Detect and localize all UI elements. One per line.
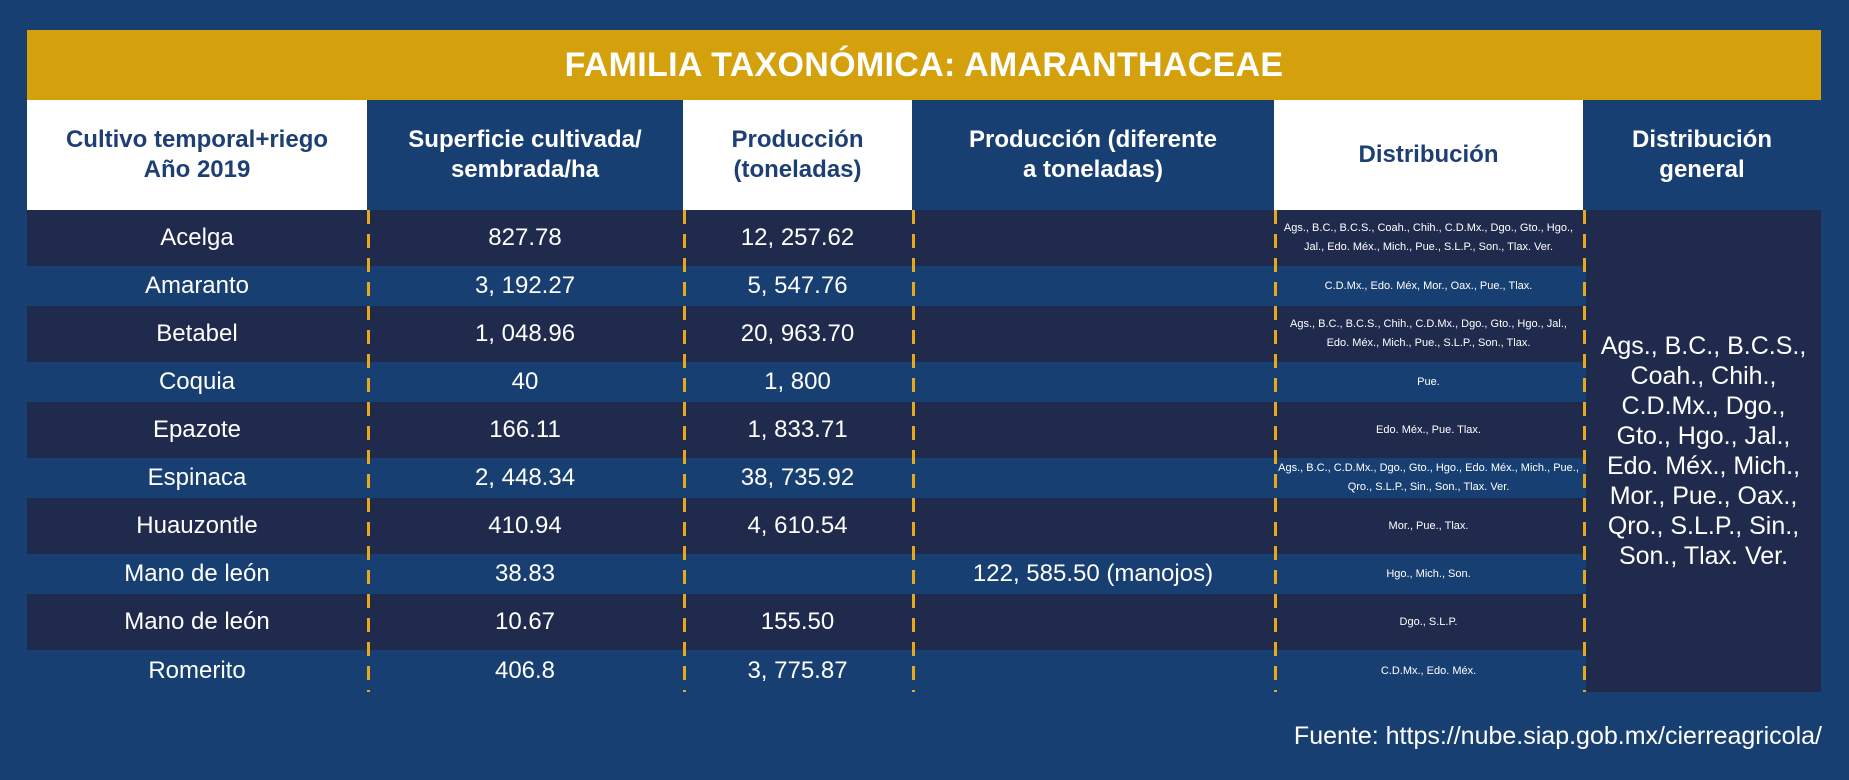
distribucion-cell: C.D.Mx., Edo. Méx, Mor., Oax., Pue., Tla… bbox=[1324, 279, 1533, 292]
produccion-otra-cell bbox=[912, 210, 1274, 266]
table-row: Mano de león 10.67 155.50 Dgo., S.L.P. bbox=[27, 594, 1586, 650]
cultivo-cell: Epazote bbox=[152, 416, 242, 443]
superficie-cell: 40 bbox=[511, 368, 539, 395]
table-header: Cultivo temporal+riego Año 2019 Superfic… bbox=[27, 100, 1821, 210]
cultivo-cell: Coquia bbox=[158, 368, 236, 395]
header-distribucion-general: Distribución general bbox=[1583, 100, 1821, 210]
table-row: Epazote 166.11 1, 833.71 Edo. Méx., Pue. Tl… bbox=[27, 402, 1586, 458]
produccion-cell: 38, 735.92 bbox=[740, 464, 855, 491]
cultivo-cell: Mano de león bbox=[124, 560, 270, 587]
column-divider bbox=[1274, 210, 1277, 692]
distribucion-cell: Hgo., Mich., Son. bbox=[1386, 567, 1471, 580]
produccion-cell: 12, 257.62 bbox=[740, 224, 855, 251]
table-row: Mano de león 38.83 122, 585.50 (manojos) Hg… bbox=[27, 554, 1586, 594]
column-divider bbox=[912, 210, 915, 692]
table-body: Acelga 827.78 12, 257.62 Ags., B.C., B.C.S.… bbox=[27, 210, 1821, 692]
cultivo-cell: Espinaca bbox=[147, 464, 247, 491]
superficie-cell: 2, 448.34 bbox=[474, 464, 576, 491]
table-row: Espinaca 2, 448.34 38, 735.92 Ags., B.C., C… bbox=[27, 458, 1586, 498]
superficie-cell: 10.67 bbox=[494, 608, 556, 635]
table-row: Huauzontle 410.94 4, 610.54 Mor., Pue., Tla… bbox=[27, 498, 1586, 554]
produccion-cell: 3, 775.87 bbox=[747, 657, 848, 684]
table-row: Coquia 40 1, 800 Pue. bbox=[27, 362, 1586, 402]
distribucion-cell: Ags., B.C., B.C.S., Chih., C.D.Mx., Dgo.… bbox=[1290, 318, 1567, 349]
distribucion-cell: Edo. Méx., Pue. Tlax. bbox=[1376, 423, 1481, 436]
produccion-cell bbox=[683, 554, 912, 594]
table-row: Romerito 406.8 3, 775.87 C.D.Mx., Edo. Méx. bbox=[27, 650, 1586, 692]
superficie-cell: 166.11 bbox=[489, 416, 561, 443]
produccion-cell: 5, 547.76 bbox=[747, 272, 848, 299]
header-produccion: Producción (toneladas) bbox=[683, 100, 912, 210]
column-divider bbox=[367, 210, 370, 692]
distribucion-cell: Mor., Pue., Tlax. bbox=[1388, 519, 1469, 532]
distribucion-cell: Ags., B.C., C.D.Mx., Dgo., Gto., Hgo., E… bbox=[1278, 462, 1579, 493]
produccion-cell: 1, 800 bbox=[764, 368, 831, 395]
cultivo-cell: Acelga bbox=[160, 224, 234, 251]
produccion-otra-cell bbox=[912, 266, 1274, 306]
header-produccion-otra: Producción (diferente a toneladas) bbox=[912, 100, 1274, 210]
distribucion-cell: Pue. bbox=[1417, 375, 1440, 388]
produccion-cell: 4, 610.54 bbox=[747, 512, 848, 539]
superficie-cell: 410.94 bbox=[488, 512, 562, 539]
cultivo-cell: Betabel bbox=[156, 320, 238, 347]
cultivo-cell: Romerito bbox=[148, 657, 246, 684]
produccion-cell: 20, 963.70 bbox=[740, 320, 855, 347]
produccion-otra-cell bbox=[912, 594, 1274, 650]
superficie-cell: 38.83 bbox=[494, 560, 556, 587]
cultivo-cell: Mano de león bbox=[124, 608, 270, 635]
distribucion-cell: Dgo., S.L.P. bbox=[1399, 615, 1458, 628]
column-divider bbox=[683, 210, 686, 692]
table-row: Amaranto 3, 192.27 5, 547.76 C.D.Mx., Edo. … bbox=[27, 266, 1586, 306]
produccion-otra-cell bbox=[912, 362, 1274, 402]
header-distribucion: Distribución bbox=[1274, 100, 1583, 210]
produccion-otra-cell: 122, 585.50 (manojos) bbox=[972, 560, 1214, 587]
source-caption: Fuente: https://nube.siap.gob.mx/cierrea… bbox=[1293, 722, 1822, 750]
table-row: Betabel 1, 048.96 20, 963.70 Ags., B.C., B.… bbox=[27, 306, 1586, 362]
table-row: Acelga 827.78 12, 257.62 Ags., B.C., B.C.S.… bbox=[27, 210, 1586, 266]
produccion-cell: 1, 833.71 bbox=[747, 416, 848, 443]
distribucion-cell: Ags., B.C., B.C.S., Coah., Chih., C.D.Mx… bbox=[1283, 222, 1574, 253]
table-title: FAMILIA TAXONÓMICA: AMARANTHACEAE bbox=[27, 30, 1821, 100]
produccion-otra-cell bbox=[912, 650, 1274, 692]
produccion-otra-cell bbox=[912, 498, 1274, 554]
cultivo-cell: Huauzontle bbox=[136, 512, 258, 539]
produccion-otra-cell bbox=[912, 402, 1274, 458]
superficie-cell: 1, 048.96 bbox=[474, 320, 576, 347]
superficie-cell: 3, 192.27 bbox=[474, 272, 576, 299]
header-cultivo: Cultivo temporal+riego Año 2019 bbox=[27, 100, 367, 210]
superficie-cell: 406.8 bbox=[494, 657, 556, 684]
produccion-otra-cell bbox=[912, 458, 1274, 498]
distribucion-cell: C.D.Mx., Edo. Méx. bbox=[1380, 664, 1477, 677]
superficie-cell: 827.78 bbox=[488, 224, 562, 251]
cultivo-cell: Amaranto bbox=[144, 272, 250, 299]
column-divider bbox=[1583, 210, 1586, 692]
produccion-cell: 155.50 bbox=[760, 608, 835, 635]
distribucion-general-cell: Ags., B.C., B.C.S., Coah., Chih., C.D.Mx… bbox=[1586, 210, 1821, 692]
header-superficie: Superficie cultivada/ sembrada/ha bbox=[367, 100, 683, 210]
produccion-otra-cell bbox=[912, 306, 1274, 362]
